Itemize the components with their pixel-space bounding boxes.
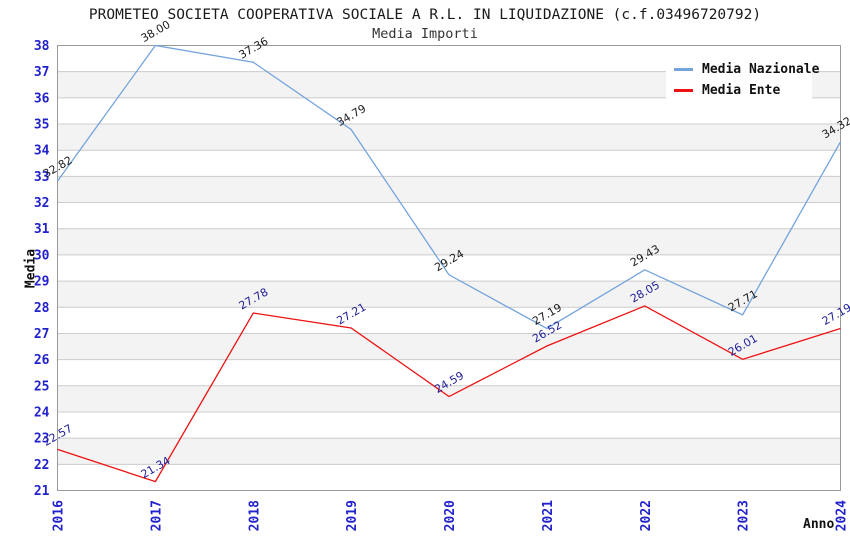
- legend-item-media-nazionale: Media Nazionale: [674, 62, 819, 77]
- y-tick-label: 34: [34, 144, 50, 159]
- shaded-band: [57, 176, 841, 203]
- y-tick-label: 26: [34, 353, 50, 368]
- y-tick-label: 22: [34, 458, 50, 473]
- shaded-band: [57, 438, 841, 465]
- y-tick-label: 27: [34, 327, 50, 342]
- x-tick-label: 2016: [52, 500, 67, 531]
- y-tick-label: 25: [34, 379, 50, 394]
- y-tick-label: 21: [34, 484, 50, 499]
- x-tick-label: 2020: [443, 500, 458, 531]
- y-tick-label: 37: [34, 65, 50, 80]
- series-line-media-nazionale: [56, 44, 842, 330]
- shaded-band: [57, 124, 841, 151]
- media-nazionale-line-swatch: [674, 68, 693, 71]
- shaded-band: [57, 333, 841, 360]
- y-tick-label: 29: [34, 275, 50, 290]
- y-tick-label: 31: [34, 222, 50, 237]
- x-tick-labels: 2016 2017 2018 2019 2020 2021 2022 2023 2024: [52, 500, 850, 531]
- x-tick-label: 2021: [541, 500, 556, 531]
- shaded-band: [57, 385, 841, 412]
- shaded-band: [57, 281, 841, 308]
- x-tick-label: 2024: [835, 500, 850, 531]
- x-tick-label: 2017: [149, 500, 164, 531]
- y-axis-title: Media: [23, 248, 39, 289]
- y-tick-label: 24: [34, 405, 50, 420]
- y-tick-label: 23: [34, 432, 50, 447]
- y-tick-label: 32: [34, 196, 50, 211]
- media-ente-line-swatch: [674, 89, 693, 92]
- y-tick-label: 33: [34, 170, 50, 185]
- chart-subtitle: Media Importi: [372, 26, 478, 42]
- x-tick-label: 2023: [737, 500, 752, 531]
- y-tick-label: 28: [34, 301, 50, 316]
- legend-item-media-ente: Media Ente: [674, 83, 812, 98]
- legend: Media Nazionale Media Ente: [666, 56, 819, 104]
- y-tick-labels: 21 22 23 24 25 26 27 28 29 30 31 32 33 34 35 36 37 38: [34, 39, 50, 499]
- shaded-band: [57, 228, 841, 255]
- x-tick-label: 2022: [639, 500, 654, 531]
- y-tick-label: 30: [34, 248, 50, 263]
- y-tick-label: 36: [34, 91, 50, 106]
- chart-title: PROMETEO SOCIETA COOPERATIVA SOCIALE A R…: [88, 7, 762, 23]
- series-line-media-ente: [57, 305, 841, 483]
- x-tick-label: 2018: [247, 500, 262, 531]
- band-group: [57, 71, 841, 465]
- x-axis-title: Anno: [803, 517, 835, 532]
- x-tick-label: 2019: [345, 500, 360, 531]
- legend-label-media-ente: Media Ente: [702, 83, 781, 98]
- legend-label-media-nazionale: Media Nazionale: [702, 62, 820, 77]
- y-tick-label: 35: [34, 118, 50, 133]
- plot-border: [57, 45, 841, 491]
- y-tick-label: 38: [34, 39, 50, 54]
